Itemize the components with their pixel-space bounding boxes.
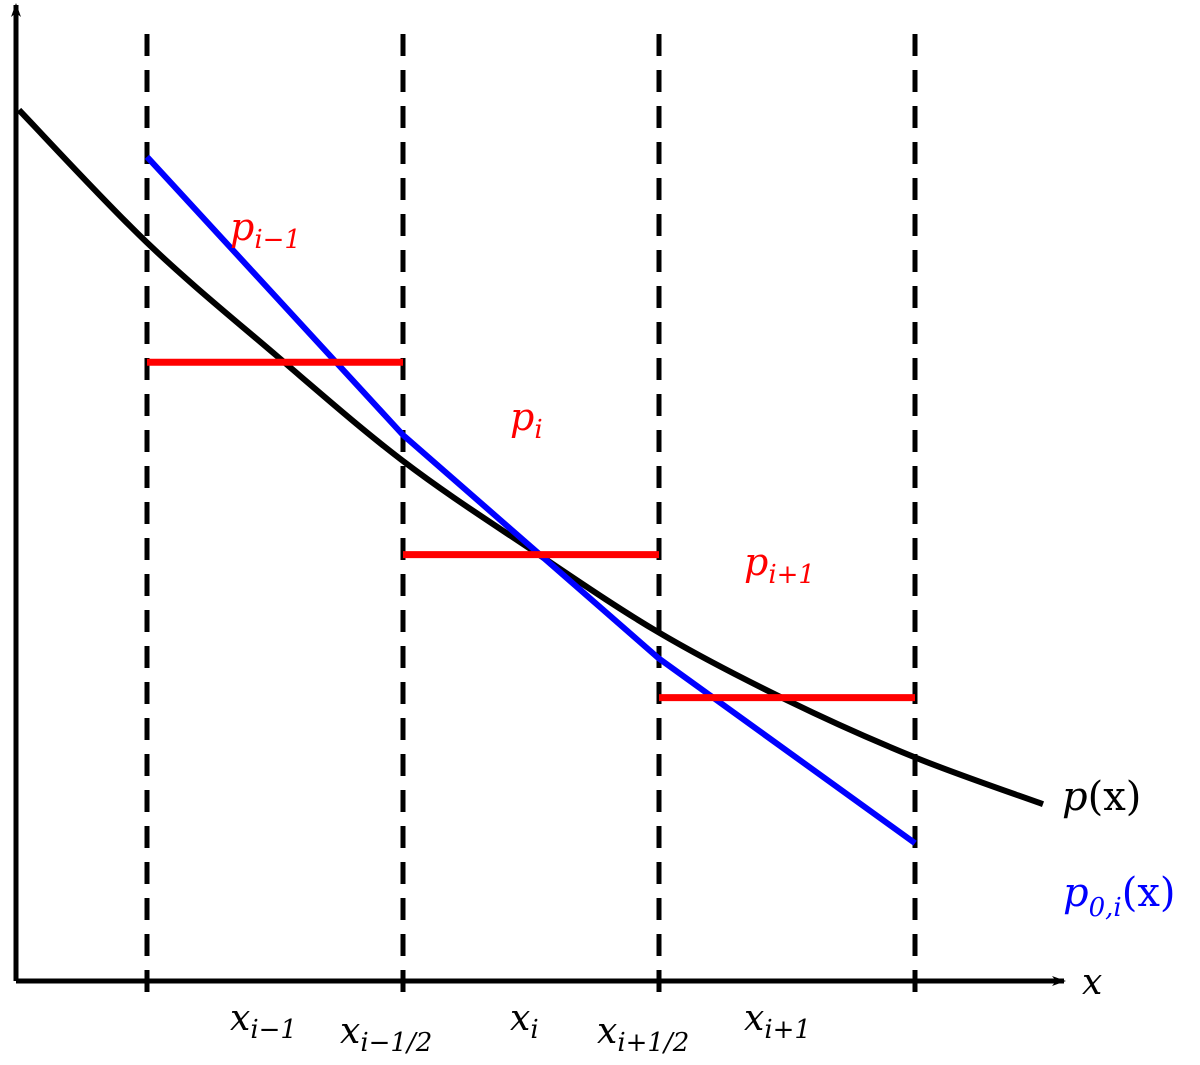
tick-label-x-i: xi (510, 998, 539, 1045)
cell-average-label-i: pi (510, 395, 543, 445)
curve-label: p(x) (1062, 774, 1141, 820)
tick-label-x-ip1: xi+1 (744, 998, 811, 1045)
curve-p-of-x (16, 107, 1045, 808)
tick-label-x-im-half: xi−1/2 (340, 1011, 432, 1058)
cell-average-label-ip1: pi+1 (744, 540, 815, 590)
x-axis-label: x (1082, 962, 1102, 1003)
cell-average-label-im1: pi−1 (230, 205, 301, 255)
reconstruction-line (144, 154, 917, 846)
tick-label-x-im1: xi−1 (230, 998, 297, 1045)
tick-label-x-ip-half: xi+1/2 (597, 1011, 689, 1058)
reconstruction-label: p0,i(x) (1063, 870, 1176, 923)
